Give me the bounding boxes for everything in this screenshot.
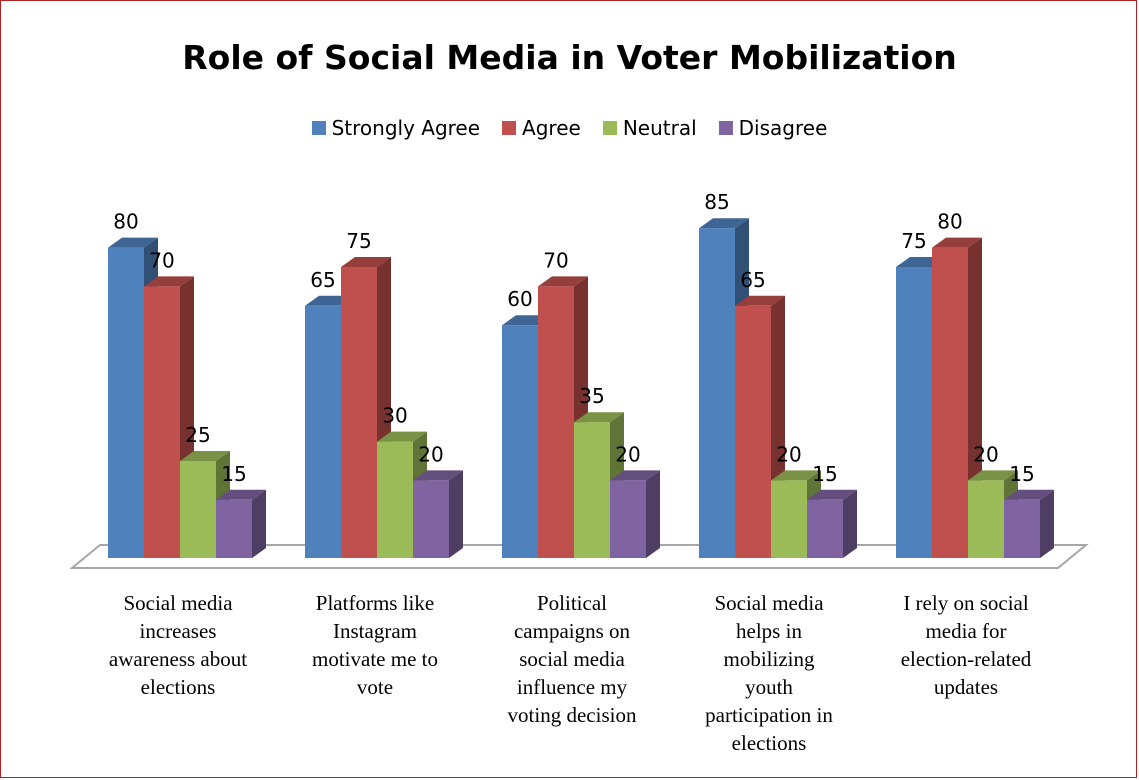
bar-top [538, 276, 588, 287]
data-label: 20 [418, 442, 443, 466]
data-label: 20 [973, 442, 998, 466]
bar-top [807, 489, 857, 500]
bar-disagree-5 [1004, 489, 1054, 558]
bar-top [341, 257, 391, 267]
bar-front [502, 325, 538, 558]
data-label: 65 [740, 268, 765, 292]
bar-front [1004, 499, 1040, 558]
legend-swatch [718, 121, 733, 135]
bar-top [932, 237, 982, 248]
data-label: 20 [615, 442, 640, 466]
data-label: 70 [543, 248, 568, 272]
chart-legend: Strongly Agree Agree Neutral Disagree [0, 116, 1139, 140]
bar-front [305, 305, 341, 558]
bar-top [610, 470, 660, 481]
bar-front [574, 422, 610, 558]
data-label: 15 [221, 462, 246, 486]
bar-disagree-3 [610, 470, 660, 558]
bar-front [968, 480, 1004, 558]
data-label: 80 [937, 210, 962, 234]
data-label: 75 [346, 229, 371, 253]
bar-disagree-1 [216, 489, 266, 558]
data-label: 85 [704, 190, 729, 214]
bar-top [413, 470, 463, 481]
bar-top [216, 489, 266, 500]
bar-front [377, 441, 413, 558]
data-label: 25 [185, 423, 210, 447]
legend-swatch [502, 121, 517, 135]
bar-front [932, 247, 968, 558]
bar-front [735, 305, 771, 558]
bar-front [341, 267, 377, 558]
legend-label: Agree [522, 116, 581, 140]
legend-label: Disagree [738, 116, 828, 140]
bar-top [1004, 489, 1054, 500]
legend-label: Neutral [622, 116, 697, 140]
bar-side [1040, 489, 1054, 558]
data-label: 65 [310, 268, 335, 292]
data-label: 15 [812, 462, 837, 486]
category-label: I rely on social media for election-relate… [901, 591, 1032, 699]
bar-front [807, 499, 843, 558]
legend-item-agree: Agree [502, 116, 581, 140]
bar-side [646, 470, 660, 558]
bar-disagree-4 [807, 489, 857, 558]
bar-top [699, 218, 749, 229]
bar-front [108, 247, 144, 558]
bar-front [771, 480, 807, 558]
bar-front [144, 286, 180, 558]
legend-label: Strongly Agree [331, 116, 481, 140]
bar-side [843, 489, 857, 558]
category-label: Social media helps in mobilizing youth parti… [705, 591, 833, 755]
bar-top [180, 451, 230, 461]
bar-front [413, 480, 449, 558]
bar-top [771, 470, 821, 481]
legend-item-strongly-agree: Strongly Agree [311, 116, 481, 140]
category-label: Platforms like Instagram motivate me to vot… [312, 591, 438, 699]
bar-front [610, 480, 646, 558]
bar-top [108, 237, 158, 248]
data-label: 30 [382, 404, 407, 428]
legend-item-neutral: Neutral [602, 116, 697, 140]
legend-item-disagree: Disagree [718, 116, 828, 140]
bar-disagree-2 [413, 470, 463, 558]
chart-title: Role of Social Media in Voter Mobilizati… [182, 38, 957, 77]
category-label: Political campaigns on social media influen… [508, 591, 637, 727]
category-label: Social media increases awareness about elec… [109, 591, 247, 699]
bar-top [735, 295, 785, 306]
bar-front [699, 228, 735, 558]
bar-top [574, 412, 624, 423]
data-label: 75 [901, 229, 926, 253]
legend-swatch [602, 121, 617, 135]
bar-agree-2 [341, 257, 391, 558]
bar-front [180, 461, 216, 558]
data-label: 35 [579, 384, 604, 408]
bar-side [252, 489, 266, 558]
bar-front [216, 499, 252, 558]
legend-swatch [311, 121, 326, 135]
bar-front [538, 286, 574, 558]
data-label: 60 [507, 287, 532, 311]
bar-top [144, 276, 194, 287]
data-label: 20 [776, 442, 801, 466]
bar-front [896, 267, 932, 558]
data-label: 80 [113, 210, 138, 234]
data-label: 15 [1009, 462, 1034, 486]
bar-side [449, 470, 463, 558]
bar-top [377, 431, 427, 442]
data-label: 70 [149, 248, 174, 272]
bar-top [968, 470, 1018, 481]
